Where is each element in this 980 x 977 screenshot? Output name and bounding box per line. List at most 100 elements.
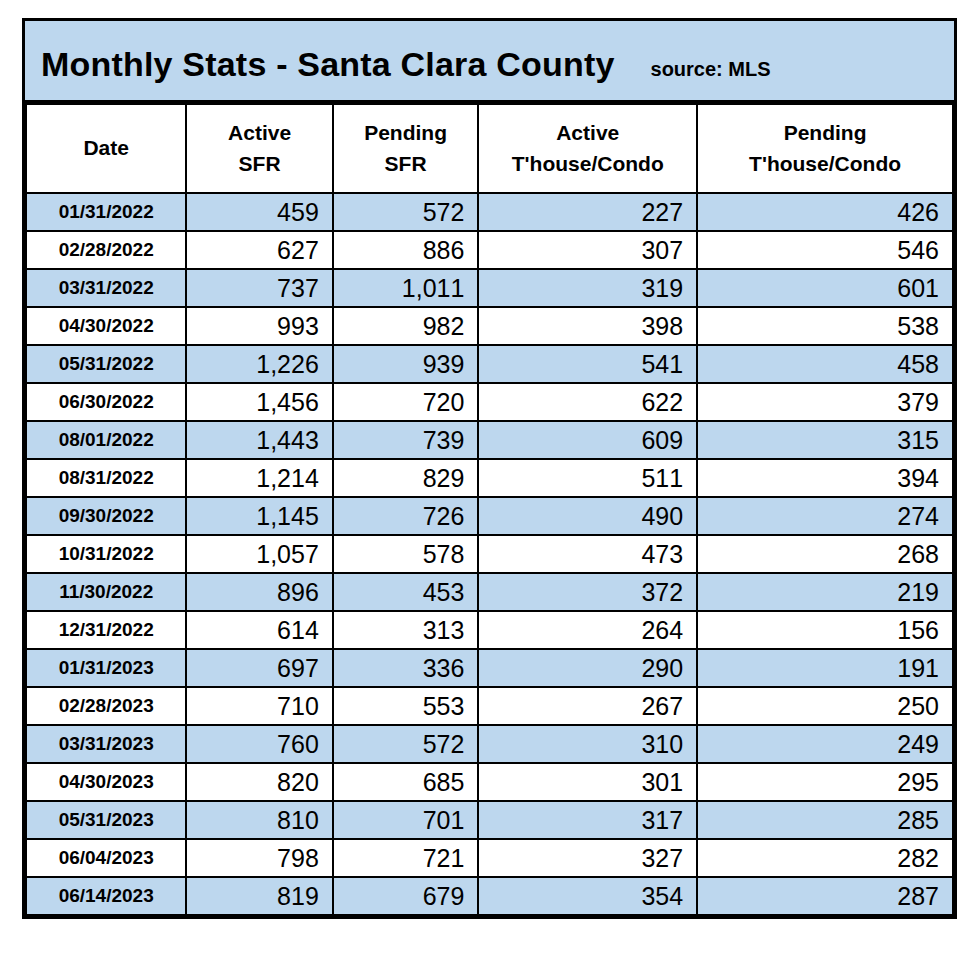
active-sfr-cell: 697 [186, 649, 332, 687]
pending-sfr-cell: 886 [333, 231, 479, 269]
page: Monthly Stats - Santa Clara County sourc… [0, 0, 980, 977]
date-cell: 12/31/2022 [26, 611, 186, 649]
pending-sfr-cell: 553 [333, 687, 479, 725]
active-sfr-cell: 993 [186, 307, 332, 345]
active-sfr-cell: 1,057 [186, 535, 332, 573]
column-header-pending-thouse-condo: Pending T'house/Condo [697, 104, 953, 193]
pending-sfr-cell: 572 [333, 725, 479, 763]
date-cell: 01/31/2022 [26, 193, 186, 231]
table-row: 05/31/2022 1,226 939 541 458 [26, 345, 953, 383]
pending-thouse-condo-cell: 394 [697, 459, 953, 497]
table-row: 09/30/2022 1,145 726 490 274 [26, 497, 953, 535]
pending-thouse-condo-cell: 379 [697, 383, 953, 421]
pending-sfr-cell: 578 [333, 535, 479, 573]
date-cell: 10/31/2022 [26, 535, 186, 573]
source-label: source: MLS [651, 58, 771, 81]
active-thouse-condo-cell: 609 [478, 421, 697, 459]
table-row: 06/14/2023 819 679 354 287 [26, 877, 953, 915]
date-cell: 01/31/2023 [26, 649, 186, 687]
pending-thouse-condo-cell: 156 [697, 611, 953, 649]
active-thouse-condo-cell: 267 [478, 687, 697, 725]
pending-thouse-condo-cell: 249 [697, 725, 953, 763]
date-cell: 11/30/2022 [26, 573, 186, 611]
active-thouse-condo-cell: 301 [478, 763, 697, 801]
active-thouse-condo-cell: 473 [478, 535, 697, 573]
pending-sfr-cell: 726 [333, 497, 479, 535]
pending-sfr-cell: 721 [333, 839, 479, 877]
date-cell: 05/31/2022 [26, 345, 186, 383]
active-sfr-cell: 1,226 [186, 345, 332, 383]
active-sfr-cell: 1,145 [186, 497, 332, 535]
table-row: 03/31/2023 760 572 310 249 [26, 725, 953, 763]
active-sfr-cell: 760 [186, 725, 332, 763]
active-thouse-condo-cell: 398 [478, 307, 697, 345]
column-header-pending-sfr: Pending SFR [333, 104, 479, 193]
pending-sfr-cell: 685 [333, 763, 479, 801]
table-body: 01/31/2022 459 572 227 426 02/28/2022 62… [26, 193, 953, 915]
active-sfr-cell: 798 [186, 839, 332, 877]
active-thouse-condo-cell: 622 [478, 383, 697, 421]
table-row: 04/30/2023 820 685 301 295 [26, 763, 953, 801]
pending-thouse-condo-cell: 546 [697, 231, 953, 269]
date-cell: 09/30/2022 [26, 497, 186, 535]
active-sfr-cell: 1,214 [186, 459, 332, 497]
pending-thouse-condo-cell: 250 [697, 687, 953, 725]
pending-sfr-cell: 453 [333, 573, 479, 611]
active-sfr-cell: 1,443 [186, 421, 332, 459]
active-thouse-condo-cell: 354 [478, 877, 697, 915]
active-sfr-cell: 810 [186, 801, 332, 839]
table-row: 05/31/2023 810 701 317 285 [26, 801, 953, 839]
active-thouse-condo-cell: 490 [478, 497, 697, 535]
table-row: 04/30/2022 993 982 398 538 [26, 307, 953, 345]
pending-sfr-cell: 701 [333, 801, 479, 839]
active-sfr-cell: 459 [186, 193, 332, 231]
table-row: 01/31/2022 459 572 227 426 [26, 193, 953, 231]
pending-thouse-condo-cell: 285 [697, 801, 953, 839]
date-cell: 04/30/2022 [26, 307, 186, 345]
stats-table: Date Active SFR Pending SFR Active T'hou… [25, 103, 954, 916]
title-bar: Monthly Stats - Santa Clara County sourc… [25, 21, 954, 103]
date-cell: 08/01/2022 [26, 421, 186, 459]
date-cell: 06/14/2023 [26, 877, 186, 915]
pending-thouse-condo-cell: 458 [697, 345, 953, 383]
pending-sfr-cell: 739 [333, 421, 479, 459]
pending-sfr-cell: 939 [333, 345, 479, 383]
table-row: 02/28/2023 710 553 267 250 [26, 687, 953, 725]
date-cell: 02/28/2023 [26, 687, 186, 725]
date-cell: 06/30/2022 [26, 383, 186, 421]
date-cell: 03/31/2022 [26, 269, 186, 307]
pending-sfr-cell: 679 [333, 877, 479, 915]
pending-sfr-cell: 720 [333, 383, 479, 421]
pending-thouse-condo-cell: 601 [697, 269, 953, 307]
table-row: 08/01/2022 1,443 739 609 315 [26, 421, 953, 459]
active-thouse-condo-cell: 264 [478, 611, 697, 649]
monthly-stats-table-frame: Monthly Stats - Santa Clara County sourc… [22, 18, 957, 919]
table-row: 08/31/2022 1,214 829 511 394 [26, 459, 953, 497]
table-row: 03/31/2022 737 1,011 319 601 [26, 269, 953, 307]
active-thouse-condo-cell: 310 [478, 725, 697, 763]
table-row: 10/31/2022 1,057 578 473 268 [26, 535, 953, 573]
column-header-active-thouse-condo: Active T'house/Condo [478, 104, 697, 193]
active-sfr-cell: 737 [186, 269, 332, 307]
table-row: 06/04/2023 798 721 327 282 [26, 839, 953, 877]
pending-sfr-cell: 1,011 [333, 269, 479, 307]
pending-thouse-condo-cell: 538 [697, 307, 953, 345]
table-row: 06/30/2022 1,456 720 622 379 [26, 383, 953, 421]
pending-thouse-condo-cell: 426 [697, 193, 953, 231]
table-header: Date Active SFR Pending SFR Active T'hou… [26, 104, 953, 193]
pending-thouse-condo-cell: 315 [697, 421, 953, 459]
date-cell: 06/04/2023 [26, 839, 186, 877]
pending-thouse-condo-cell: 219 [697, 573, 953, 611]
pending-sfr-cell: 572 [333, 193, 479, 231]
pending-sfr-cell: 982 [333, 307, 479, 345]
column-header-active-sfr: Active SFR [186, 104, 332, 193]
date-cell: 04/30/2023 [26, 763, 186, 801]
active-sfr-cell: 819 [186, 877, 332, 915]
pending-sfr-cell: 313 [333, 611, 479, 649]
active-thouse-condo-cell: 541 [478, 345, 697, 383]
date-cell: 03/31/2023 [26, 725, 186, 763]
active-sfr-cell: 1,456 [186, 383, 332, 421]
active-thouse-condo-cell: 372 [478, 573, 697, 611]
active-sfr-cell: 896 [186, 573, 332, 611]
active-thouse-condo-cell: 290 [478, 649, 697, 687]
